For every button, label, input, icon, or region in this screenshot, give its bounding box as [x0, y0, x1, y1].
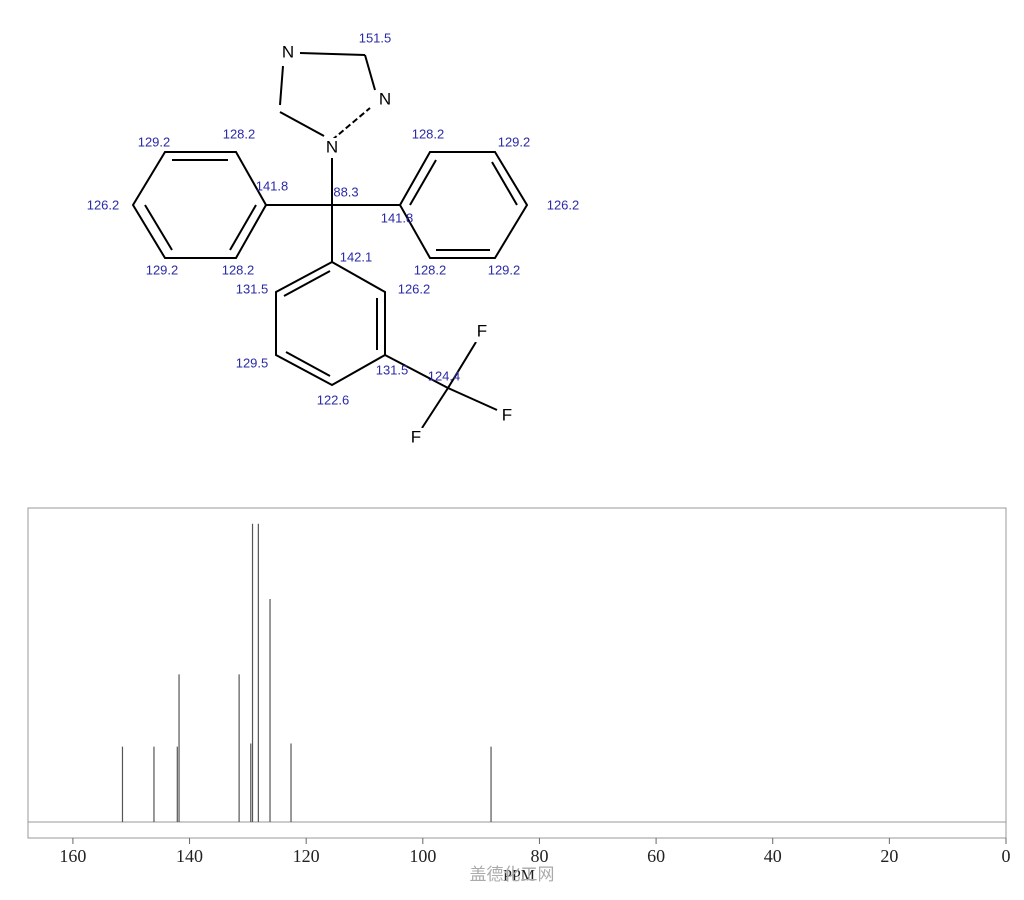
ring: [131, 151, 268, 259]
atom-backdrop: [474, 322, 490, 342]
bond: [447, 341, 477, 389]
shift-label: 151.5: [359, 30, 392, 45]
shift-label: 126.2: [87, 197, 120, 212]
x-tick-label: 160: [59, 846, 86, 866]
x-tick-label: 0: [1002, 846, 1011, 866]
shift-label: 129.5: [236, 355, 269, 370]
shift-label: 129.2: [488, 262, 521, 277]
plot-frame: [27, 507, 1007, 839]
watermark: 盖德化工网: [470, 865, 555, 885]
bond: [331, 107, 371, 141]
bond: [491, 161, 518, 206]
shift-label: 129.2: [498, 134, 531, 149]
x-tick-label: 100: [409, 846, 436, 866]
bond: [364, 54, 376, 91]
bond: [144, 204, 173, 251]
shift-label: 126.2: [547, 197, 580, 212]
shift-label: 88.3: [333, 184, 358, 199]
shift-label: 128.2: [223, 126, 256, 141]
x-label: PPM: [503, 868, 535, 885]
x-tick-label: 140: [176, 846, 203, 866]
atom-label: N: [379, 89, 391, 108]
atom-backdrop: [280, 43, 296, 63]
bond: [299, 52, 366, 56]
shift-label: 131.5: [236, 281, 269, 296]
shift-label: 128.2: [412, 126, 445, 141]
shift-label: 129.2: [138, 134, 171, 149]
bond: [409, 159, 437, 206]
shift-label: 126.2: [398, 281, 431, 296]
shift-label: 128.2: [414, 262, 447, 277]
atom-backdrop: [499, 406, 515, 426]
shift-label: 141.8: [256, 178, 289, 193]
molecule: [131, 52, 529, 429]
bond: [279, 65, 284, 106]
bond: [421, 387, 449, 429]
atom-backdrop: [408, 428, 424, 448]
x-tick-label: 80: [530, 846, 548, 866]
x-tick-label: 60: [647, 846, 665, 866]
x-tick-label: 40: [764, 846, 782, 866]
ring: [275, 260, 386, 387]
x-tick-label: 120: [293, 846, 320, 866]
shift-label: 142.1: [340, 249, 373, 264]
bond: [283, 270, 331, 297]
atom-label: F: [477, 321, 487, 340]
bond: [447, 387, 498, 411]
bond: [279, 111, 325, 137]
shift-label: 131.5: [376, 362, 409, 377]
shift-label: 122.6: [317, 392, 350, 407]
shift-label: 124.4: [428, 368, 461, 383]
x-tick-label: 20: [880, 846, 898, 866]
bond: [229, 204, 257, 251]
atom-label: F: [411, 427, 421, 446]
atom-label: F: [502, 405, 512, 424]
shift-label: 128.2: [222, 262, 255, 277]
bond: [384, 354, 449, 389]
atom-label: N: [326, 137, 338, 156]
bond: [285, 351, 331, 377]
atom-backdrop: [324, 138, 340, 158]
shift-label: 129.2: [146, 262, 179, 277]
ring: [398, 151, 529, 259]
atom-label: N: [282, 42, 294, 61]
shift-label: 141.8: [381, 210, 414, 225]
atom-backdrop: [377, 90, 393, 110]
